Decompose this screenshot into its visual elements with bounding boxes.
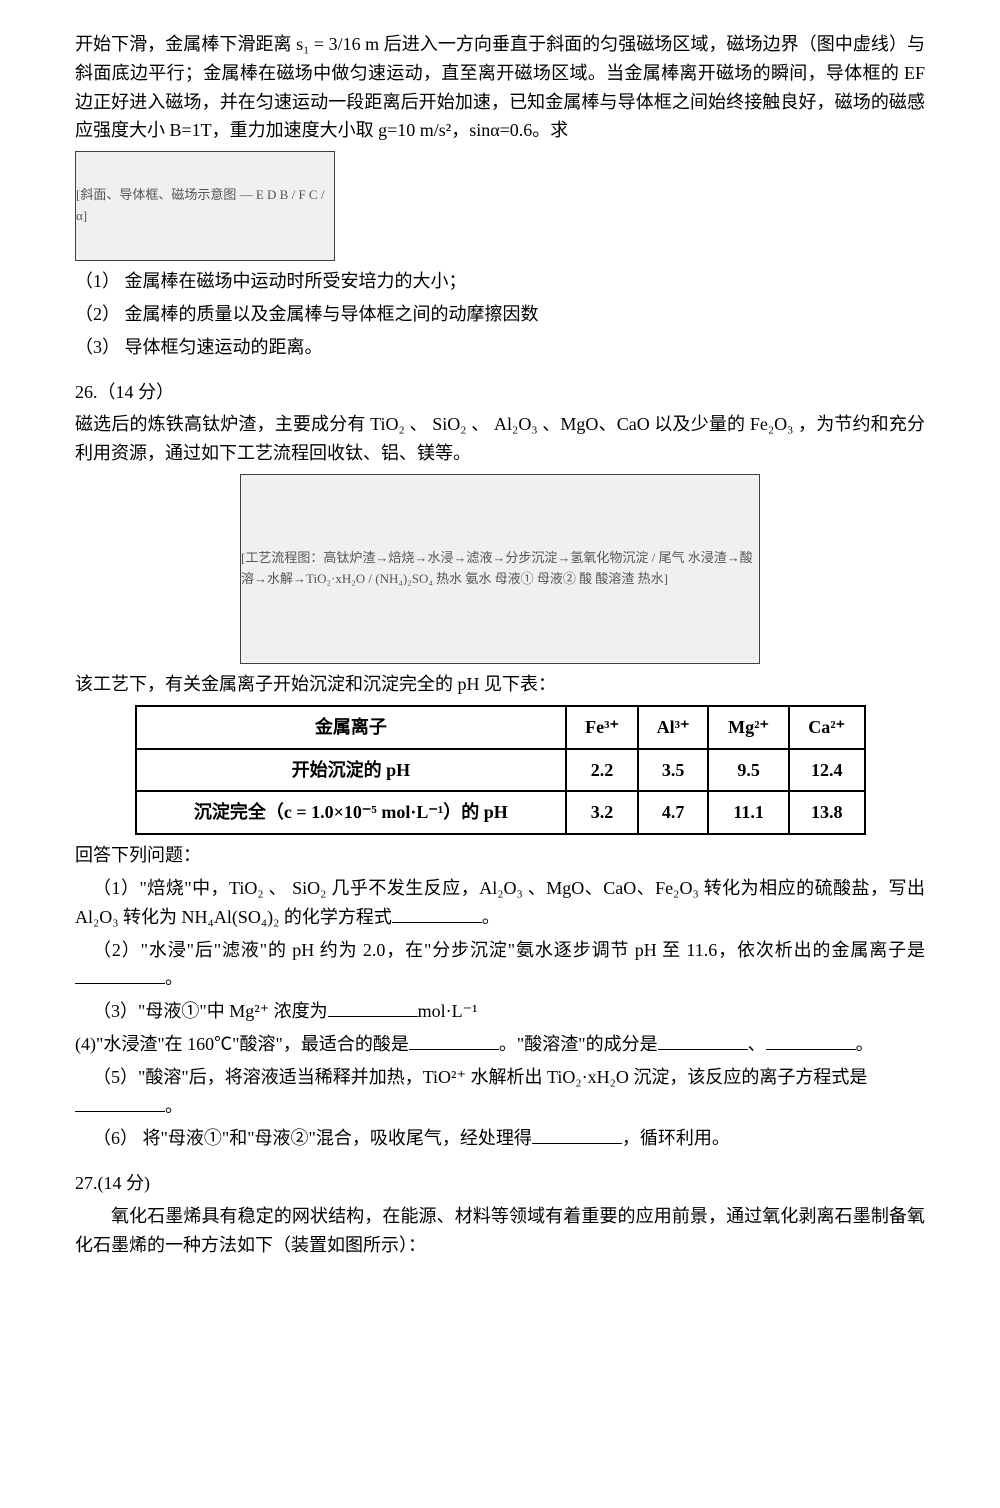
q26-a2-text-a: （2）"水浸"后"滤液"的 pH 约为 2.0，在"分步沉淀"氨水逐步调节 pH… <box>93 940 925 960</box>
q26-a1: （1）"焙烧"中，TiO₂ 、 SiO₂ 几乎不发生反应，Al₂O₃ 、MgO、… <box>75 874 925 932</box>
blank <box>532 1126 622 1144</box>
q26-heading: 26.（14 分） <box>75 378 925 407</box>
blank <box>75 1094 165 1112</box>
table-header-fe: Fe³⁺ <box>566 706 638 749</box>
intro-q1: （1） 金属棒在磁场中运动时所受安培力的大小； <box>75 267 925 296</box>
q26-a2: （2）"水浸"后"滤液"的 pH 约为 2.0，在"分步沉淀"氨水逐步调节 pH… <box>75 936 925 994</box>
q27-p1: 氧化石墨烯具有稳定的网状结构，在能源、材料等领域有着重要的应用前景，通过氧化剥离… <box>75 1202 925 1260</box>
q26-a6-text-b: ，循环利用。 <box>622 1128 730 1148</box>
table-header-ion: 金属离子 <box>136 706 567 749</box>
intro-paragraph: 开始下滑，金属棒下滑距离 s₁ = 3/16 m 后进入一方向垂直于斜面的匀强磁… <box>75 30 925 145</box>
blank <box>658 1032 748 1050</box>
q26-a3-text-a: （3）"母液①"中 Mg²⁺ 浓度为 <box>93 1001 328 1021</box>
q26-a3: （3）"母液①"中 Mg²⁺ 浓度为 mol·L⁻¹ <box>75 997 925 1026</box>
table-row: 沉淀完全（c = 1.0×10⁻⁵ mol·L⁻¹）的 pH 3.2 4.7 1… <box>136 791 865 834</box>
blank <box>75 966 165 984</box>
table-header-mg: Mg²⁺ <box>708 706 789 749</box>
q26-a5: （5）"酸溶"后，将溶液适当稀释并加热，TiO²⁺ 水解析出 TiO₂·xH₂O… <box>75 1063 925 1121</box>
table-header-row: 金属离子 Fe³⁺ Al³⁺ Mg²⁺ Ca²⁺ <box>136 706 865 749</box>
table-cell: 13.8 <box>789 791 865 834</box>
table-cell: 3.5 <box>638 749 708 792</box>
table-header-al: Al³⁺ <box>638 706 708 749</box>
table-header-ca: Ca²⁺ <box>789 706 865 749</box>
intro-q3: （3） 导体框匀速运动的距离。 <box>75 333 925 362</box>
table-cell: 开始沉淀的 pH <box>136 749 567 792</box>
table-cell: 3.2 <box>566 791 638 834</box>
q26-a5-text-a: （5）"酸溶"后，将溶液适当稀释并加热，TiO²⁺ 水解析出 TiO₂·xH₂O… <box>93 1067 867 1087</box>
blank <box>392 905 482 923</box>
q26-a6-text-a: （6） 将"母液①"和"母液②"混合，吸收尾气，经处理得 <box>93 1128 532 1148</box>
q26-a3-text-b: mol·L⁻¹ <box>418 1001 478 1021</box>
blank <box>766 1032 856 1050</box>
figure-inclined-plane: [斜面、导体框、磁场示意图 — E D B / F C / α] <box>75 151 335 261</box>
q26-p1: 磁选后的炼铁高钛炉渣，主要成分有 TiO₂ 、 SiO₂ 、 Al₂O₃ 、Mg… <box>75 410 925 468</box>
q26-a1-text-b: 。 <box>482 907 500 927</box>
table-cell: 11.1 <box>708 791 789 834</box>
q26-a6: （6） 将"母液①"和"母液②"混合，吸收尾气，经处理得 ，循环利用。 <box>75 1124 925 1153</box>
q26-a4-text-c: 、 <box>748 1034 766 1054</box>
table-cell: 9.5 <box>708 749 789 792</box>
table-cell: 12.4 <box>789 749 865 792</box>
table-row: 开始沉淀的 pH 2.2 3.5 9.5 12.4 <box>136 749 865 792</box>
intro-q2: （2） 金属棒的质量以及金属棒与导体框之间的动摩擦因数 <box>75 300 925 329</box>
q26-a4: (4)"水浸渣"在 160℃"酸溶"，最适合的酸是 。"酸溶渣"的成分是 、 。 <box>75 1030 925 1059</box>
q26-a4-text-b: 。"酸溶渣"的成分是 <box>499 1034 658 1054</box>
table-cell: 2.2 <box>566 749 638 792</box>
q26-a2-text-b: 。 <box>165 968 183 988</box>
table-cell: 沉淀完全（c = 1.0×10⁻⁵ mol·L⁻¹）的 pH <box>136 791 567 834</box>
q26-answer-heading: 回答下列问题： <box>75 841 925 870</box>
q26-a4-text-d: 。 <box>856 1034 874 1054</box>
blank <box>409 1032 499 1050</box>
q26-a1-text-a: （1）"焙烧"中，TiO₂ 、 SiO₂ 几乎不发生反应，Al₂O₃ 、MgO、… <box>75 878 925 927</box>
blank <box>328 999 418 1017</box>
table-cell: 4.7 <box>638 791 708 834</box>
q27-heading: 27.(14 分) <box>75 1169 925 1198</box>
ph-table: 金属离子 Fe³⁺ Al³⁺ Mg²⁺ Ca²⁺ 开始沉淀的 pH 2.2 3.… <box>135 705 866 835</box>
figure-process-flow: [工艺流程图：高钛炉渣→焙烧→水浸→滤液→分步沉淀→氢氧化物沉淀 / 尾气 水浸… <box>240 474 760 664</box>
q26-a5-text-b: 。 <box>165 1096 183 1116</box>
q26-table-intro: 该工艺下，有关金属离子开始沉淀和沉淀完全的 pH 见下表： <box>75 670 925 699</box>
q26-a4-text-a: (4)"水浸渣"在 160℃"酸溶"，最适合的酸是 <box>75 1034 409 1054</box>
